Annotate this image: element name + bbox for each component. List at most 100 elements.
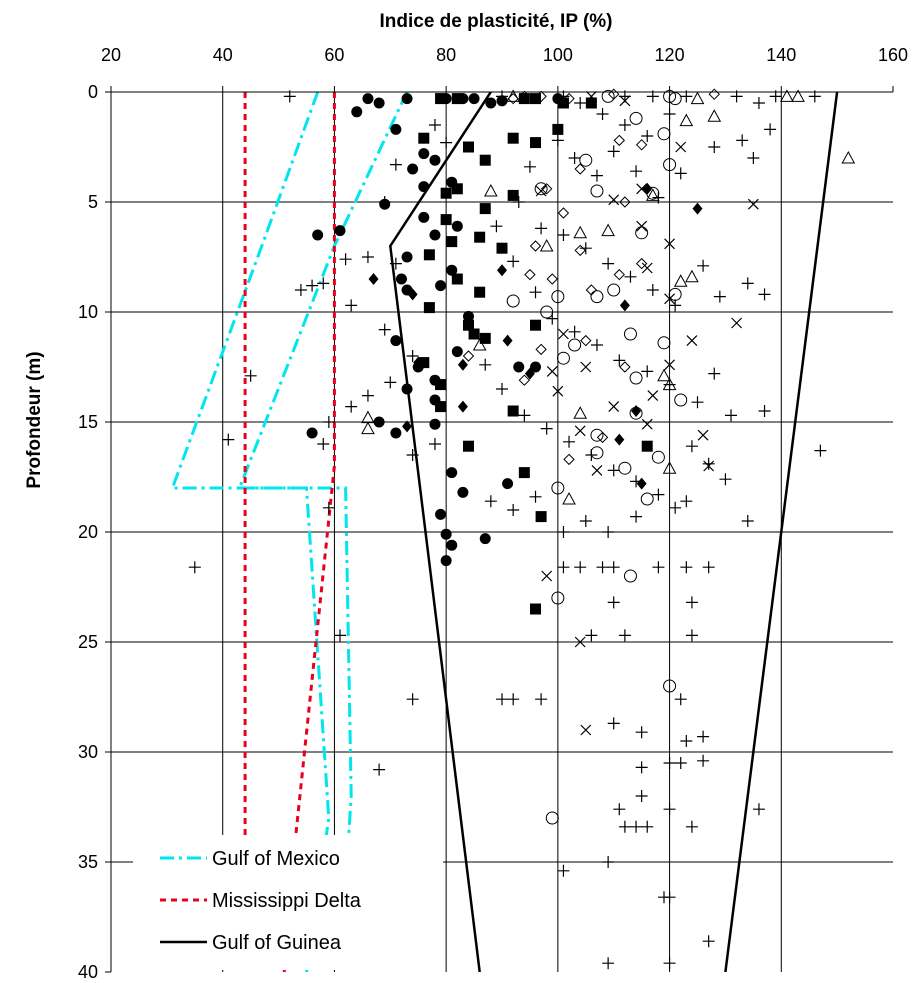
point-filled-square <box>435 379 447 391</box>
legend: Gulf of Mexico Mississippi Delta Gulf of… <box>133 835 443 970</box>
point-open-circle <box>629 111 643 125</box>
point-filled-square <box>423 249 435 261</box>
x-tick-label: 160 <box>878 45 908 65</box>
point-filled-circle <box>435 280 447 292</box>
point-filled-circle <box>435 508 447 520</box>
point-plus <box>579 242 592 255</box>
point-plus <box>334 629 347 642</box>
point-plus <box>646 284 659 296</box>
line-gulf-of-mexico <box>170 91 353 973</box>
point-open-circle <box>629 406 643 420</box>
axes: 20 40 60 80 100 120 140 160 0 5 10 15 20 25 30 35 40 <box>78 45 908 982</box>
point-plus <box>663 803 676 816</box>
point-cross <box>541 570 553 582</box>
point-filled-square <box>451 273 463 285</box>
point-filled-circle <box>351 106 363 118</box>
point-plus <box>563 435 576 448</box>
point-open-circle <box>607 283 621 297</box>
x-tick-label: 120 <box>655 45 685 65</box>
y-tick-label: 40 <box>78 962 98 982</box>
point-plus <box>702 561 715 574</box>
y-tick-label: 30 <box>78 742 98 762</box>
line-gulf-of-guinea <box>724 91 839 973</box>
line-gulf-of-mexico <box>237 91 409 973</box>
point-plus <box>535 693 548 706</box>
point-filled-circle <box>446 467 458 479</box>
point-plus <box>736 134 749 147</box>
point-open-circle <box>534 182 548 196</box>
point-plus <box>406 449 419 461</box>
point-filled-square <box>446 236 458 248</box>
point-plus <box>540 422 553 435</box>
point-filled-diamond <box>413 356 424 369</box>
point-cross <box>686 335 698 347</box>
x-tick-label: 140 <box>766 45 796 65</box>
point-plus <box>568 325 581 338</box>
point-open-circle <box>657 336 671 350</box>
point-open-triangle <box>673 274 688 287</box>
point-open-diamond <box>507 92 519 105</box>
point-open-triangle <box>573 406 588 419</box>
point-plus <box>406 350 419 362</box>
point-open-circle <box>601 89 615 103</box>
point-open-triangle <box>645 188 660 201</box>
point-plus <box>406 693 419 706</box>
point-plus <box>697 754 710 767</box>
point-plus <box>294 284 307 296</box>
point-plus <box>373 763 386 776</box>
point-plus <box>479 358 492 371</box>
point-plus <box>512 196 525 208</box>
point-open-triangle <box>483 183 498 197</box>
point-filled-diamond <box>636 477 647 490</box>
point-plus <box>741 277 754 290</box>
point-open-triangle <box>679 113 694 127</box>
point-open-circle <box>629 371 643 385</box>
point-filled-square <box>530 137 542 149</box>
point-plus <box>507 504 520 516</box>
point-plus <box>713 290 726 303</box>
point-filled-square <box>462 141 474 153</box>
point-cross <box>574 636 586 648</box>
legend-label-gulf-of-mexico: Gulf of Mexico <box>212 848 340 870</box>
point-cross <box>636 183 648 195</box>
point-plus <box>507 693 520 706</box>
point-plus <box>596 561 609 574</box>
point-open-diamond <box>518 374 531 386</box>
point-plus <box>752 97 765 109</box>
point-cross <box>546 365 558 377</box>
point-filled-circle <box>390 123 402 135</box>
point-filled-circle <box>407 163 419 175</box>
point-cross <box>697 429 709 441</box>
x-tick-label: 40 <box>213 45 233 65</box>
point-open-diamond <box>708 88 720 100</box>
point-plus <box>590 169 603 182</box>
point-open-circle <box>556 351 570 365</box>
point-open-triangle <box>601 223 615 237</box>
point-open-triangle <box>685 269 699 283</box>
point-filled-square <box>440 214 452 226</box>
point-open-triangle <box>791 89 805 102</box>
point-filled-square <box>474 286 486 298</box>
point-plus <box>188 561 201 574</box>
point-plus <box>680 561 693 574</box>
point-plus <box>523 160 536 173</box>
point-filled-square <box>418 132 430 144</box>
point-plus <box>702 935 715 948</box>
point-open-triangle <box>562 491 576 505</box>
point-filled-circle <box>373 97 385 109</box>
point-plus <box>529 490 542 503</box>
point-plus <box>663 957 676 970</box>
point-plus <box>602 856 615 868</box>
point-filled-square <box>462 319 474 331</box>
point-plus <box>602 526 615 538</box>
point-open-circle <box>663 679 677 693</box>
point-filled-square <box>518 467 530 479</box>
y-axis-title: Profondeur (m) <box>24 351 45 488</box>
point-plus <box>585 629 598 642</box>
point-plus <box>529 286 542 299</box>
point-plus <box>557 526 570 538</box>
point-open-diamond <box>563 453 575 466</box>
point-filled-square <box>435 93 447 105</box>
point-plus <box>691 396 704 409</box>
